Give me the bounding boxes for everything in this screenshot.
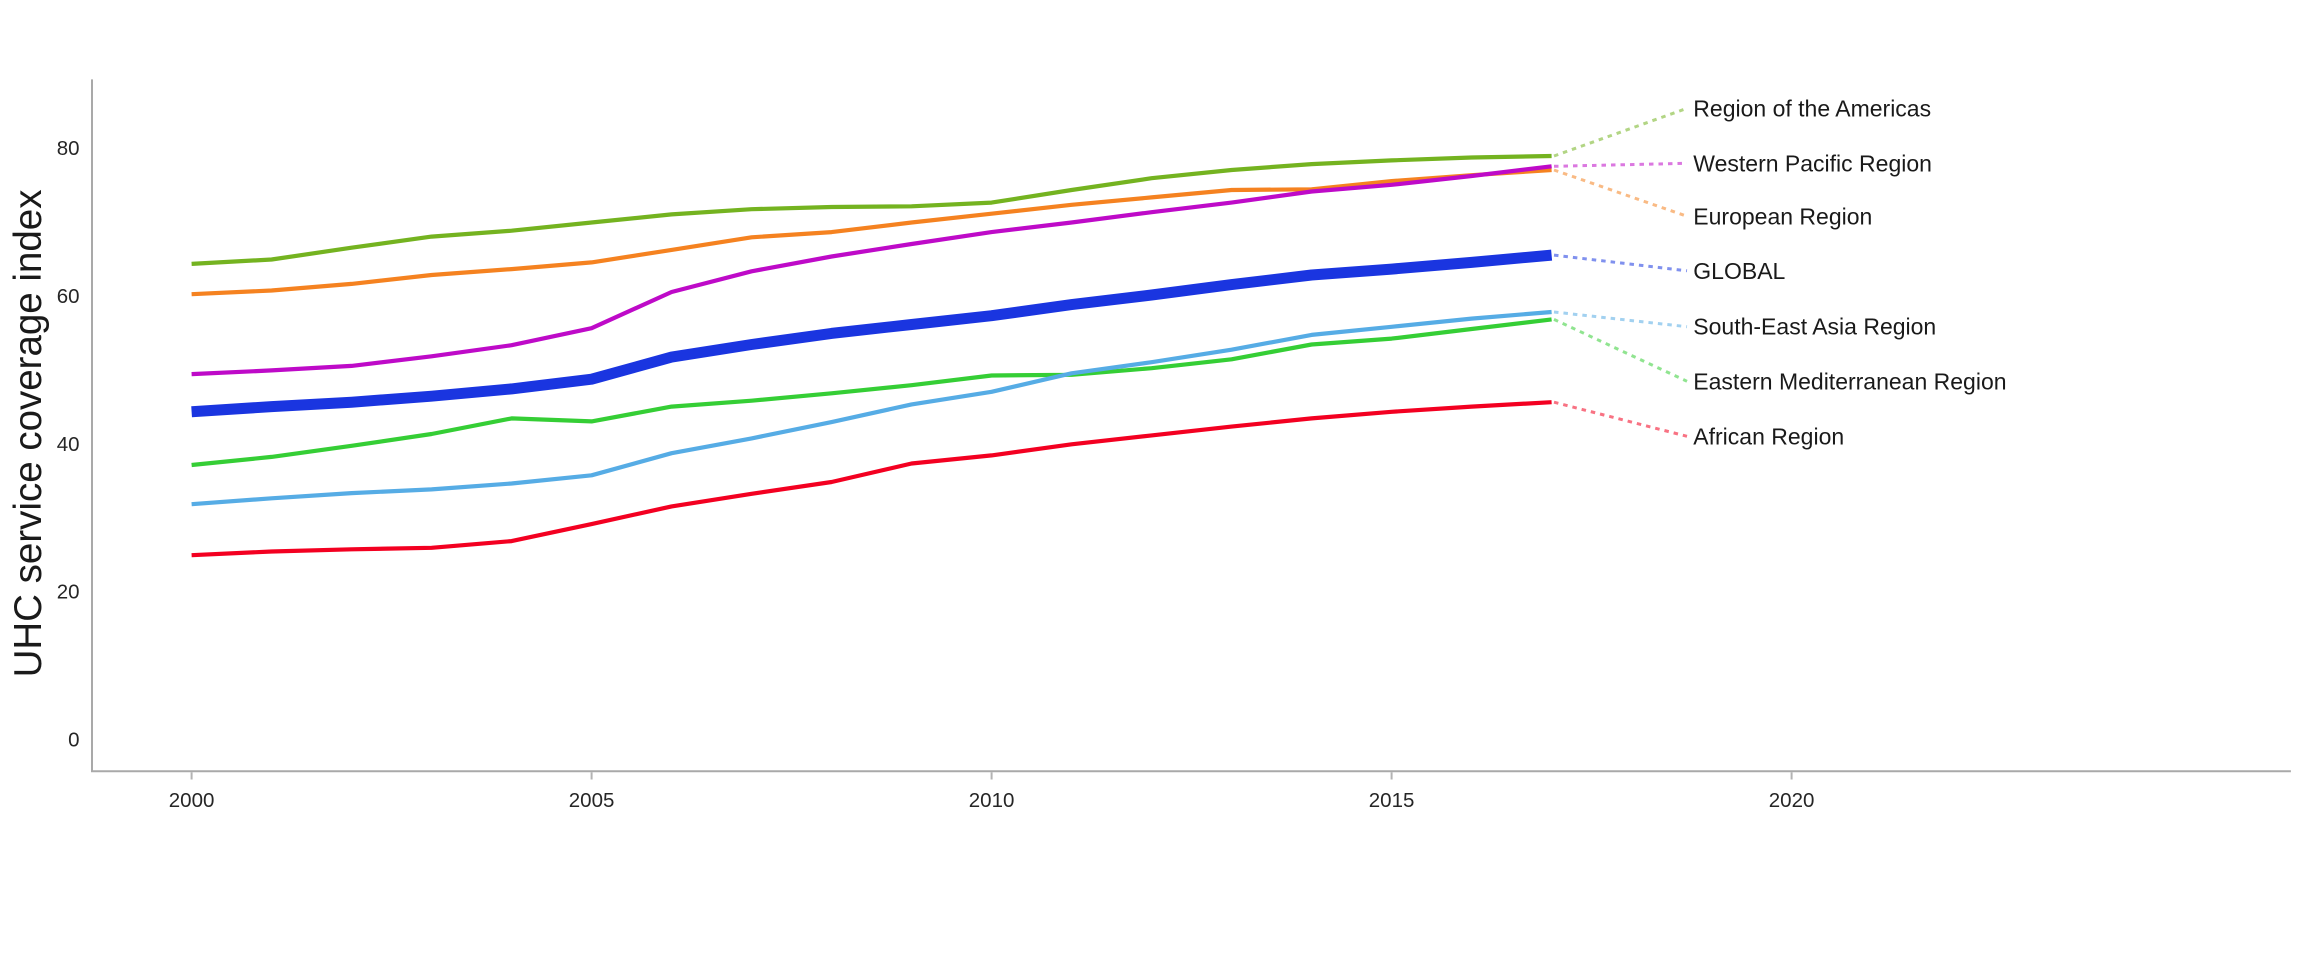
svg-text:2010: 2010 xyxy=(969,789,1015,812)
svg-text:GLOBAL: GLOBAL xyxy=(1693,258,1785,284)
svg-text:20: 20 xyxy=(57,581,80,604)
svg-text:2015: 2015 xyxy=(1369,789,1415,812)
svg-text:European Region: European Region xyxy=(1693,203,1872,229)
svg-text:40: 40 xyxy=(57,433,80,456)
svg-text:Western Pacific Region: Western Pacific Region xyxy=(1693,150,1932,176)
svg-text:UHC service coverage index: UHC service coverage index xyxy=(7,190,50,678)
svg-text:60: 60 xyxy=(57,285,80,308)
svg-text:South-East Asia Region: South-East Asia Region xyxy=(1693,314,1936,340)
svg-text:2020: 2020 xyxy=(1769,789,1815,812)
svg-text:Region of the Americas: Region of the Americas xyxy=(1693,95,1931,121)
svg-text:80: 80 xyxy=(57,137,80,160)
svg-text:0: 0 xyxy=(68,729,79,752)
svg-text:2000: 2000 xyxy=(169,789,215,812)
svg-text:2005: 2005 xyxy=(569,789,615,812)
svg-text:African Region: African Region xyxy=(1693,423,1844,449)
svg-text:Eastern Mediterranean Region: Eastern Mediterranean Region xyxy=(1693,368,2006,394)
